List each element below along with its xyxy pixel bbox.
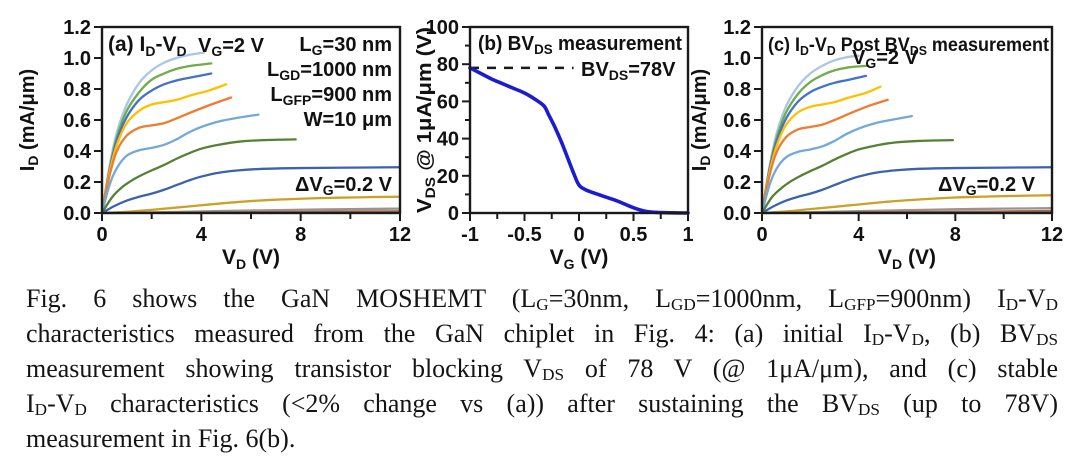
x-tick-label: 1 [682, 224, 693, 246]
annotation-dvg: ΔVG=0.2 V [938, 174, 1036, 198]
annotation-vg: VG=2 V [852, 47, 919, 71]
annotation-dvg: ΔVG=0.2 V [295, 174, 393, 198]
y-tick-label: 0.2 [723, 172, 751, 194]
y-tick-label: 0.4 [63, 141, 92, 163]
x-tick-label: 4 [196, 224, 208, 246]
annotation-param-0: LG=30 nm [299, 34, 392, 58]
annotation-bv: BVDS=78V [581, 59, 676, 83]
annotation-param-2: LGFP=900 nm [270, 84, 392, 108]
x-tick-label: 4 [853, 224, 865, 246]
curve-vg=0.4-v [100, 195, 402, 215]
y-tick-label: 1.2 [723, 17, 751, 39]
curve-vg=0.8-v [100, 138, 297, 215]
chart-b: -1 -0.5 0 0.5 1 0 20 40 60 80 100 (b) BVDS measurem… [414, 17, 694, 272]
chart-c: 0 4 8 12 0.0 0.2 0.4 0.6 0.8 1.0 1.2 (c) ID-VD Post… [689, 17, 1063, 272]
x-tick-label: 0 [96, 224, 107, 246]
y-tick-label: 0.6 [723, 110, 751, 132]
x-tick-label: 12 [1041, 224, 1063, 246]
curve-vg=0.8-v [760, 139, 955, 215]
caption-line-4: ID-VD characteristics (<2% change vs (a)… [26, 389, 1058, 420]
x-tick-label: 8 [950, 224, 961, 246]
caption-line-3: measurement showing transistor blocking … [26, 354, 1058, 385]
caption-line-2: characteristics measured from the GaN ch… [26, 319, 1059, 350]
y-axis-label: VDS @ 1μA/μm (V) [414, 27, 438, 213]
y-axis-label: ID (mA/μm) [17, 69, 41, 171]
x-tick-label: -0.5 [507, 224, 541, 246]
curve-vg=1.2-v [100, 96, 233, 215]
curve-vg=1.4-v [760, 85, 882, 215]
plot-frame [100, 25, 402, 215]
y-tick-label: 100 [426, 17, 459, 39]
chart-title-c: (c) ID-VD Post BVDS measurement [768, 35, 1050, 58]
y-tick-label: 0.8 [723, 79, 751, 101]
chart-a: 0 4 8 12 0.0 0.2 0.4 0.6 0.8 1.0 1.2 (a) ID-VD VD (V… [17, 17, 411, 272]
y-tick-label: 80 [437, 54, 459, 76]
curve-vg=1.4-v [100, 83, 228, 215]
figure-caption: Fig. 6 shows the GaN MOSHEMT (LG=30nm, L… [26, 281, 1058, 456]
curve-vg=0.4-v [760, 194, 1054, 215]
y-tick-label: 20 [437, 166, 459, 188]
y-axis-label: ID (mA/μm) [689, 69, 713, 171]
y-tick-label: 1.0 [723, 48, 751, 70]
annotation-param-3: W=10 μm [304, 109, 392, 131]
plot-frame [760, 25, 1054, 215]
y-tick-label: 0.4 [723, 141, 752, 163]
caption-line-5: measurement in Fig. 6(b). [26, 424, 296, 453]
curve-vg=0.6-v [100, 166, 402, 215]
y-tick-label: 1.0 [63, 48, 91, 70]
annotation-vg: VG=2 V [198, 35, 265, 59]
y-tick-label: 1.2 [63, 17, 91, 39]
x-axis-label: VG (V) [550, 246, 609, 272]
chart-title-b: (b) BVDS measurement [478, 33, 682, 57]
x-tick-label: 0 [756, 224, 767, 246]
y-tick-label: 0 [448, 203, 459, 225]
y-tick-label: 0.8 [63, 79, 91, 101]
x-tick-label: 0.5 [620, 224, 648, 246]
curve-vds-1ua-um [468, 66, 690, 215]
y-tick-label: 0.6 [63, 110, 91, 132]
chart-title-a: (a) ID-VD [108, 33, 187, 59]
x-tick-label: -1 [461, 224, 479, 246]
y-tick-label: 0.0 [723, 203, 751, 225]
figure-charts: 0 4 8 12 0.0 0.2 0.4 0.6 0.8 1.0 1.2 (a) ID-VD VD (V… [17, 17, 1063, 272]
y-tick-label: 0.2 [63, 172, 91, 194]
x-axis-label: VD (V) [878, 246, 936, 272]
curve-vg=1.2-v [760, 98, 889, 215]
x-tick-label: 8 [295, 224, 306, 246]
x-tick-label: 0 [573, 224, 584, 246]
plot-frame [468, 25, 690, 215]
annotation-param-1: LGD=1000 nm [267, 59, 392, 83]
curve-vg=1.0-v [100, 113, 260, 215]
y-tick-label: 40 [437, 129, 459, 151]
y-tick-label: 0.0 [63, 203, 91, 225]
curve-vg=1.0-v [760, 114, 913, 215]
x-axis-label: VD (V) [222, 246, 280, 272]
caption-line-1: Fig. 6 shows the GaN MOSHEMT (LG=30nm, L… [26, 284, 1058, 315]
curve-vg=0.6-v [760, 166, 1054, 215]
y-tick-label: 60 [437, 91, 459, 113]
x-tick-label: 12 [389, 224, 411, 246]
